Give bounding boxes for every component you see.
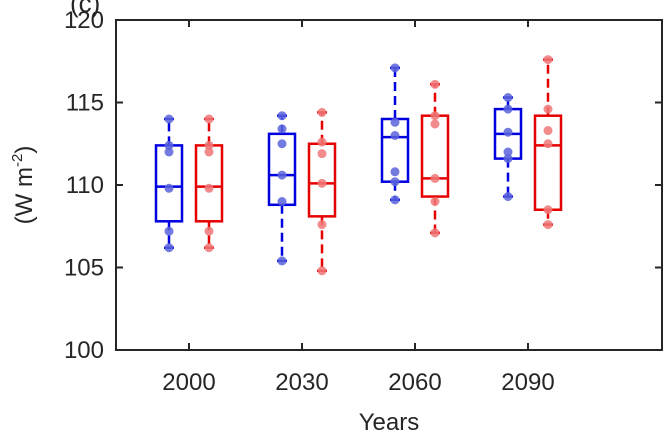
- data-point: [164, 243, 174, 253]
- y-tick-label: 115: [66, 90, 104, 117]
- data-point: [543, 104, 553, 114]
- x-tick-label: 2090: [501, 369, 554, 396]
- y-tick-label: 105: [64, 255, 104, 282]
- box-red-2090: [533, 55, 563, 230]
- data-point: [164, 147, 174, 157]
- y-axis-label-main: (W m: [11, 167, 38, 224]
- data-point: [204, 140, 214, 150]
- data-point: [164, 140, 174, 150]
- data-point: [543, 220, 553, 230]
- data-point: [277, 139, 287, 149]
- data-point: [503, 147, 513, 157]
- x-axis-label: Years: [359, 409, 420, 436]
- data-point: [430, 119, 440, 129]
- data-point: [164, 226, 174, 236]
- data-point: [204, 114, 214, 124]
- data-point: [204, 183, 214, 193]
- data-point: [277, 124, 287, 134]
- x-tick-label: 2060: [388, 369, 441, 396]
- data-point: [390, 131, 400, 140]
- data-point: [277, 111, 287, 121]
- data-point: [390, 167, 400, 177]
- data-point: [277, 170, 287, 180]
- data-point: [317, 149, 327, 159]
- panel-label: (c): [70, 0, 100, 18]
- data-point: [317, 107, 327, 117]
- data-point: [390, 117, 400, 127]
- data-point: [503, 104, 513, 114]
- data-point: [430, 173, 440, 183]
- box-blue-2030: [267, 111, 297, 266]
- box-red-2030: [307, 107, 337, 276]
- box-body: [154, 144, 184, 223]
- y-tick-label: 120: [64, 7, 104, 34]
- data-point: [317, 220, 327, 230]
- data-point: [390, 63, 400, 73]
- data-point: [164, 114, 174, 124]
- y-axis-label-superscript: -2: [9, 154, 26, 167]
- data-point: [430, 79, 440, 89]
- data-point: [277, 256, 287, 266]
- data-point: [390, 195, 400, 205]
- data-point: [503, 127, 513, 137]
- plot-area: [154, 55, 563, 276]
- axes: 100 105 110 115 120 2000 2030 2060 2090: [64, 7, 662, 396]
- data-point: [503, 192, 513, 202]
- data-point: [503, 154, 513, 164]
- box-blue-2060: [380, 63, 410, 205]
- data-point: [204, 147, 214, 157]
- data-point: [317, 266, 327, 276]
- data-point: [317, 178, 327, 188]
- plot-frame: [115, 19, 663, 351]
- data-point: [543, 55, 553, 65]
- data-point: [277, 197, 287, 206]
- data-point: [430, 197, 440, 206]
- x-tick-label: 2030: [275, 369, 328, 396]
- box-body: [194, 144, 224, 223]
- y-tick-label: 110: [66, 172, 104, 199]
- data-point: [430, 228, 440, 238]
- data-point: [543, 126, 553, 136]
- data-point: [164, 183, 174, 193]
- data-point: [317, 137, 327, 147]
- y-axis-label-close: ): [11, 146, 38, 154]
- y-axis-label: (W m-2): [9, 146, 38, 225]
- box-red-2060: [420, 79, 450, 238]
- data-point: [204, 243, 214, 253]
- x-tick-label: 2000: [162, 369, 215, 396]
- data-point: [390, 177, 400, 187]
- data-point: [204, 226, 214, 236]
- y-tick-label: 100: [64, 337, 104, 364]
- data-point: [543, 139, 553, 149]
- box-blue-2000: [154, 114, 184, 253]
- data-point: [503, 93, 513, 103]
- box-blue-2090: [493, 93, 523, 202]
- data-point: [543, 205, 553, 215]
- box-red-2000: [194, 114, 224, 253]
- data-point: [430, 111, 440, 121]
